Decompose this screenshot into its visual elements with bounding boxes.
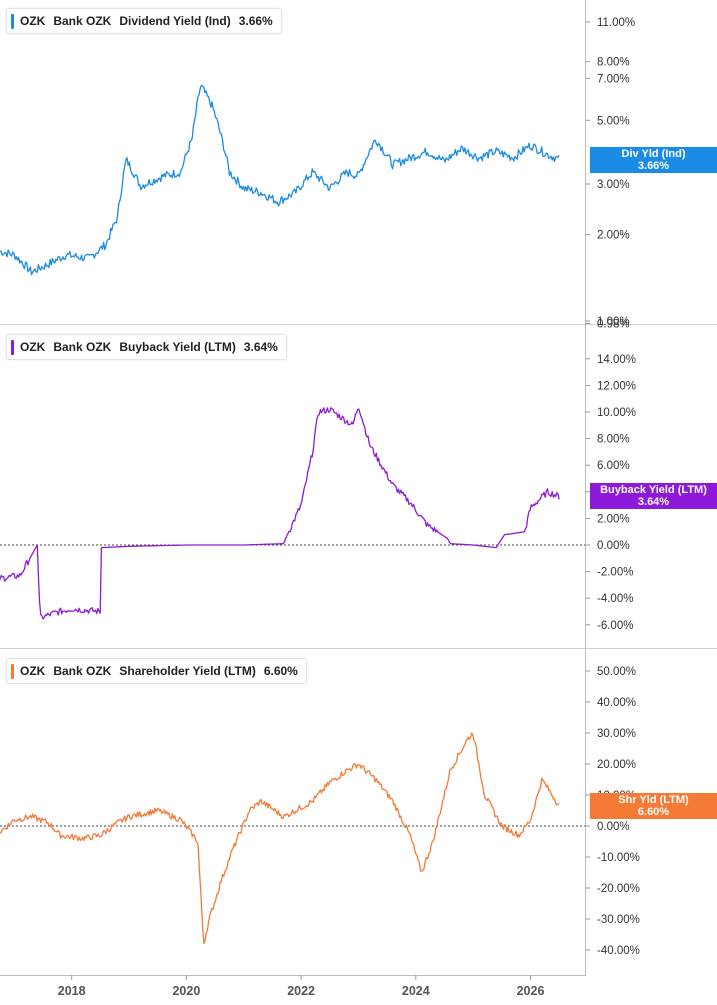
legend-shareholder-yield[interactable]: OZK Bank OZK Shareholder Yield (LTM) 6.6… (6, 658, 307, 684)
x-tick-label: 2024 (402, 984, 430, 998)
y-tick-label: 0.98% (597, 319, 630, 331)
badge-value: 6.60% (637, 806, 670, 818)
y-tick-label: 2.00% (597, 513, 630, 525)
legend-value: 3.64% (243, 340, 278, 354)
legend-company: Bank OZK (53, 14, 112, 28)
badge-label: Buyback Yield (LTM) (600, 484, 707, 496)
y-tick-label: 11.00% (597, 17, 635, 29)
legend-metric: Shareholder Yield (LTM) (119, 664, 256, 678)
x-tick-label: 2018 (58, 984, 86, 998)
y-tick-label: 1.00% (597, 316, 630, 328)
y-tick-label: 6.00% (597, 460, 630, 472)
y-tick-label: -20.00% (597, 883, 640, 895)
series-line-0 (0, 84, 560, 276)
x-tick-label: 2022 (287, 984, 315, 998)
legend-ticker: OZK (20, 14, 46, 28)
badge-dividend-yield: Div Yld (Ind) 3.66% (590, 147, 717, 173)
y-tick-label: 12.00% (597, 380, 636, 392)
y-tick-label: -10.00% (597, 852, 640, 864)
legend-ticker: OZK (20, 664, 46, 678)
y-tick-label: 10.00% (597, 407, 636, 419)
y-tick-label: 40.00% (597, 697, 636, 709)
legend-metric: Dividend Yield (Ind) (119, 14, 231, 28)
y-tick-label: 3.00% (597, 179, 630, 191)
badge-value: 3.64% (637, 496, 670, 508)
legend-ticker: OZK (20, 340, 46, 354)
y-tick-label: 30.00% (597, 728, 636, 740)
badge-label: Div Yld (Ind) (621, 148, 686, 160)
y-tick-label: 50.00% (597, 666, 636, 678)
legend-company: Bank OZK (53, 340, 112, 354)
legend-value: 6.60% (263, 664, 298, 678)
legend-company: Bank OZK (53, 664, 112, 678)
badge-label: Shr Yld (LTM) (618, 794, 689, 806)
legend-swatch (11, 13, 14, 29)
y-tick-label: 14.00% (597, 354, 636, 366)
legend-swatch (11, 339, 14, 355)
series-line-2 (0, 732, 560, 945)
y-tick-label: -40.00% (597, 945, 640, 957)
y-tick-label: -6.00% (597, 620, 633, 632)
legend-buyback-yield[interactable]: OZK Bank OZK Buyback Yield (LTM) 3.64% (6, 334, 287, 360)
legend-swatch (11, 663, 14, 679)
y-tick-label: 8.00% (597, 57, 630, 69)
y-tick-label: 0.00% (597, 821, 630, 833)
y-tick-label: -2.00% (597, 567, 633, 579)
badge-shareholder-yield: Shr Yld (LTM) 6.60% (590, 793, 717, 819)
y-tick-label: 5.00% (597, 115, 630, 127)
series-line-1 (0, 407, 560, 620)
legend-dividend-yield[interactable]: OZK Bank OZK Dividend Yield (Ind) 3.66% (6, 8, 282, 34)
legend-value: 3.66% (238, 14, 273, 28)
y-tick-label: 8.00% (597, 434, 630, 446)
badge-value: 3.66% (637, 160, 670, 172)
badge-buyback-yield: Buyback Yield (LTM) 3.64% (590, 483, 717, 509)
y-tick-label: 7.00% (597, 73, 630, 85)
x-tick-label: 2026 (517, 984, 545, 998)
y-tick-label: -30.00% (597, 914, 640, 926)
y-tick-label: -4.00% (597, 593, 633, 605)
y-tick-label: 0.00% (597, 540, 630, 552)
legend-metric: Buyback Yield (LTM) (119, 340, 236, 354)
x-tick-label: 2020 (172, 984, 200, 998)
y-tick-label: 2.00% (597, 230, 630, 242)
y-tick-label: 20.00% (597, 759, 636, 771)
